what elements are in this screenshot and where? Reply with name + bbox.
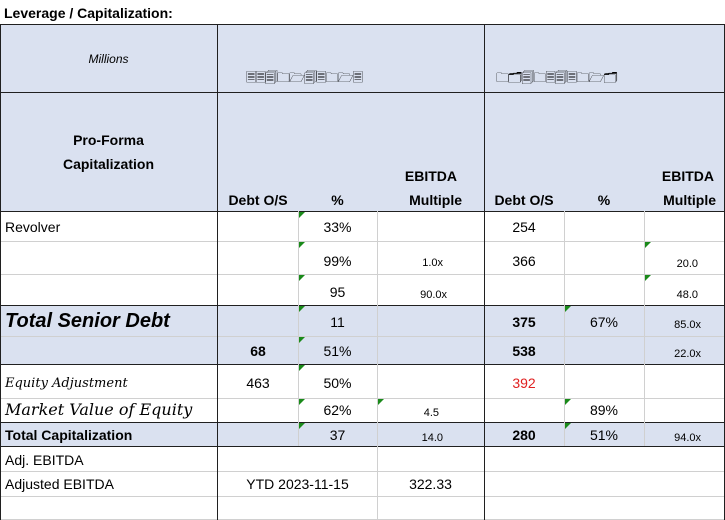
cell-pct: 99% bbox=[323, 253, 352, 269]
row-label-total-capitalization: Total Capitalization bbox=[5, 427, 133, 443]
col-pct-right: % bbox=[597, 192, 611, 208]
cell-adjusted-ebitda-value: 322.33 bbox=[409, 476, 452, 492]
row-label-revolver: Revolver bbox=[5, 219, 61, 235]
cell-mult: 1.0x bbox=[422, 257, 443, 269]
page-title: Leverage / Capitalization: bbox=[4, 5, 173, 21]
cell-mult-right: 20.0 bbox=[676, 258, 698, 270]
comment-marker bbox=[565, 306, 571, 312]
col-ebitda-right-1: EBITDA bbox=[661, 168, 714, 184]
cell-pct: 37 bbox=[329, 427, 346, 443]
subtotal-band bbox=[0, 336, 725, 364]
cell-pct: 62% bbox=[323, 402, 352, 418]
comment-marker bbox=[565, 423, 571, 429]
col-ebitda-right-2: Multiple bbox=[663, 192, 716, 208]
cell-pct-right: 51% bbox=[589, 427, 619, 443]
row-label-equity-adjustment: Equity Adjustment bbox=[5, 376, 128, 391]
comment-marker bbox=[299, 212, 305, 218]
row-label-adj-ebitda: Adj. EBITDA bbox=[5, 452, 84, 468]
cell-mult-right: 94.0x bbox=[674, 432, 701, 444]
units-label: Millions bbox=[88, 52, 129, 66]
cell-debt: 68 bbox=[250, 343, 266, 359]
cell-mult: 4.5 bbox=[423, 407, 439, 419]
pro-forma-title-2: Capitalization bbox=[62, 156, 154, 172]
comment-marker bbox=[645, 242, 651, 248]
row-label-adjusted-ebitda: Adjusted EBITDA bbox=[5, 476, 114, 492]
total-cap-band bbox=[0, 422, 725, 446]
cell-mult: 14.0 bbox=[421, 432, 443, 444]
cell-pct-right: 67% bbox=[589, 314, 619, 330]
comment-marker bbox=[645, 275, 651, 281]
comment-marker bbox=[299, 423, 305, 429]
row-label-senior-debt: Total Senior Debt bbox=[5, 310, 170, 332]
cell-debt-right: 392 bbox=[512, 375, 536, 391]
col-ebitda-left-2: Multiple bbox=[409, 192, 462, 208]
row-label-market-value: Market Value of Equity bbox=[5, 400, 193, 419]
comment-marker bbox=[299, 337, 305, 343]
cell-debt-right: 254 bbox=[512, 219, 536, 235]
col-pct-left: % bbox=[331, 192, 344, 208]
header-band bbox=[0, 24, 725, 211]
left-glyph-row: 🗏🗏🗐🗀🗁🗐🗏🗀🗁🗏 bbox=[246, 71, 363, 86]
cell-pct-right: 89% bbox=[589, 402, 619, 418]
cell-mult-right: 22.0x bbox=[674, 348, 701, 360]
comment-marker bbox=[299, 275, 305, 281]
cell-mult: 90.0x bbox=[420, 289, 447, 301]
cell-mult-right: 85.0x bbox=[674, 319, 701, 331]
cell-pct: 51% bbox=[323, 343, 352, 359]
cell-debt-right: 538 bbox=[512, 343, 536, 359]
col-ebitda-left-1: EBITDA bbox=[404, 168, 457, 184]
comment-marker bbox=[565, 399, 571, 405]
cell-ytd-date: YTD 2023-11-15 bbox=[246, 476, 349, 492]
comment-marker bbox=[299, 242, 305, 248]
col-debt-right: Debt O/S bbox=[494, 192, 554, 208]
cell-debt-right: 280 bbox=[512, 427, 536, 443]
right-glyph-row: 🗀🗂🗐🗀🗏🗐🗏🗀🗁🗂 bbox=[496, 71, 618, 86]
comment-marker bbox=[299, 399, 305, 405]
col-debt-left: Debt O/S bbox=[228, 192, 288, 208]
comment-marker bbox=[299, 306, 305, 312]
comment-marker bbox=[299, 365, 305, 371]
cell-debt-right: 366 bbox=[512, 253, 536, 269]
pro-forma-title-1: Pro-Forma bbox=[73, 132, 144, 148]
senior-band bbox=[0, 305, 725, 336]
cell-pct: 11 bbox=[330, 314, 345, 330]
cell-debt-right: 375 bbox=[512, 314, 536, 330]
cell-pct: 50% bbox=[323, 375, 352, 391]
cell-pct: 95 bbox=[329, 284, 346, 300]
cell-mult-right: 48.0 bbox=[676, 289, 698, 301]
comment-marker bbox=[378, 399, 384, 405]
cell-debt: 463 bbox=[246, 375, 270, 391]
cell-pct: 33% bbox=[323, 219, 352, 235]
